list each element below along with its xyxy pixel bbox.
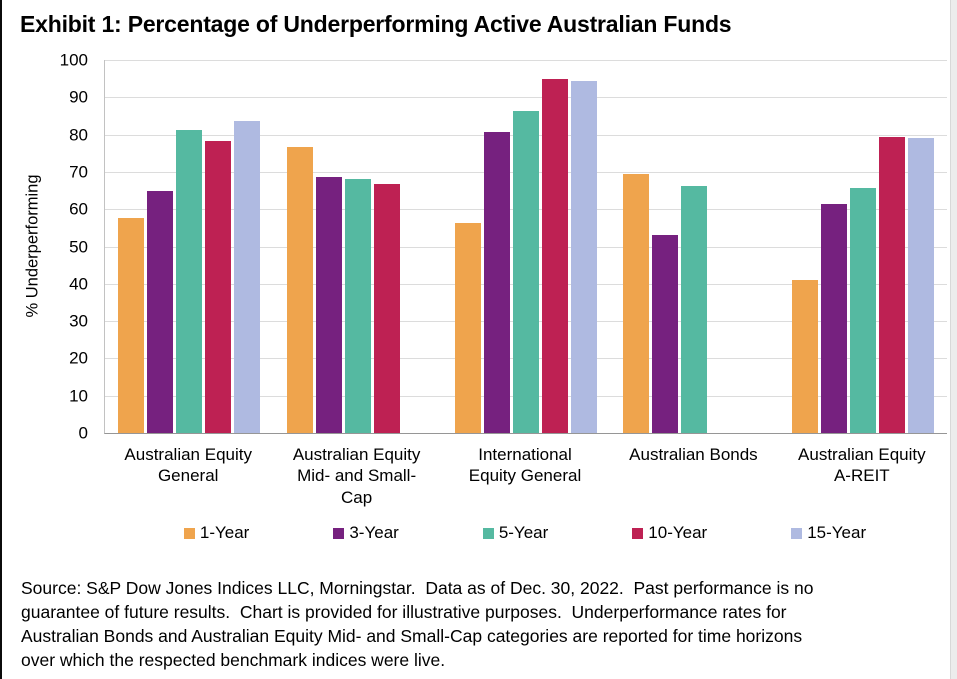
bar-5-year-category-1 (176, 130, 203, 433)
bar-1-year-category-2 (286, 147, 313, 433)
bar-slot (484, 60, 511, 433)
legend-item-10-year: 10-Year (632, 523, 707, 543)
bar-slot (652, 60, 679, 433)
bar-group-3 (442, 60, 610, 433)
gridline-100 (105, 60, 947, 61)
bar-group-4 (610, 60, 778, 433)
bar-3-year-category-5 (820, 203, 847, 433)
bar-15-year-category-1 (234, 121, 261, 433)
legend: 1-Year 3-Year 5-Year 10-Year 15-Year (104, 523, 946, 543)
bar-slot (878, 60, 905, 433)
bar-slot (710, 60, 736, 433)
bar-10-year-category-1 (205, 141, 232, 433)
bar-slot (147, 60, 174, 433)
legend-label: 3-Year (349, 523, 399, 542)
plot-area (104, 60, 947, 434)
y-axis-ticks: 0 10 20 30 40 50 60 70 80 90 100 (2, 52, 96, 442)
y-tick-label-70: 70 (69, 162, 88, 182)
y-tick-label-0: 0 (78, 423, 88, 443)
bar-slot (623, 60, 650, 433)
page-right-edge (950, 0, 957, 679)
y-tick-label-10: 10 (69, 386, 88, 406)
bar-slot (849, 60, 876, 433)
legend-label: 5-Year (498, 523, 549, 542)
bar-slot (739, 60, 765, 433)
bar-group-5 (779, 60, 947, 433)
category-label-3: International Equity General (468, 445, 582, 486)
legend-label: 15-Year (807, 523, 867, 542)
bar-slot (118, 60, 145, 433)
bar-group-1 (105, 60, 273, 433)
bar-5-year-category-2 (344, 178, 371, 433)
category-label-1: Australian Equity General (124, 445, 252, 486)
bar-slot (176, 60, 203, 433)
footer-line: over which the respected benchmark indic… (21, 649, 446, 670)
category-label-5: Australian Equity A-REIT (798, 445, 926, 486)
y-tick-label-20: 20 (69, 348, 88, 368)
bar-15-year-category-3 (571, 80, 598, 433)
gridline-90 (105, 97, 947, 99)
bar-slot (286, 60, 313, 433)
chart-title: Exhibit 1: Percentage of Underperforming… (20, 11, 732, 37)
footer-line: guarantee of future results. Chart is pr… (21, 601, 787, 622)
legend-item-5-year: 5-Year (482, 523, 549, 543)
y-tick-label-40: 40 (69, 274, 88, 294)
bar-slot (542, 60, 569, 433)
bar-slot (205, 60, 232, 433)
legend-label: 1-Year (199, 523, 250, 542)
legend-swatch-icon (791, 527, 803, 539)
bar-slot (513, 60, 540, 433)
footer-line: Source: S&P Dow Jones Indices LLC, Morni… (21, 578, 814, 598)
legend-swatch-icon (183, 527, 195, 539)
legend-swatch-icon (482, 527, 494, 539)
legend-item-3-year: 3-Year (333, 523, 399, 543)
bar-slot (403, 60, 429, 433)
bar-1-year-category-5 (791, 279, 818, 433)
category-label-4: Australian Bonds (629, 445, 758, 464)
category-label-2: Australian Equity Mid- and Small-Cap (292, 445, 421, 507)
bar-1-year-category-4 (623, 174, 650, 433)
bar-slot (234, 60, 261, 433)
bars-layer (105, 60, 947, 433)
bar-3-year-category-4 (652, 234, 679, 433)
y-tick-label-60: 60 (69, 199, 88, 219)
bar-slot (373, 60, 400, 433)
bar-slot (315, 60, 342, 433)
bar-3-year-category-3 (484, 131, 511, 433)
legend-item-1-year: 1-Year (183, 523, 250, 543)
bar-1-year-category-1 (118, 218, 145, 433)
bar-slot (907, 60, 934, 433)
y-tick-label-80: 80 (69, 125, 88, 145)
y-tick-label-100: 100 (59, 50, 88, 70)
footer-line: Australian Bonds and Australian Equity M… (21, 625, 803, 646)
bar-10-year-category-3 (542, 78, 569, 433)
bar-5-year-category-4 (681, 186, 708, 433)
bar-slot (344, 60, 371, 433)
bar-group-2 (273, 60, 441, 433)
legend-label: 10-Year (648, 523, 708, 542)
bar-slot (455, 60, 482, 433)
bar-1-year-category-3 (455, 222, 482, 433)
bar-slot (820, 60, 847, 433)
footer-note: Source: S&P Dow Jones Indices LLC, Morni… (21, 577, 946, 673)
bar-10-year-category-5 (878, 136, 905, 433)
x-axis-labels: Australian Equity General Australian Equi… (104, 444, 946, 508)
bar-3-year-category-2 (315, 177, 342, 433)
bar-5-year-category-5 (849, 188, 876, 433)
bar-3-year-category-1 (147, 190, 174, 433)
legend-item-15-year: 15-Year (791, 523, 866, 543)
bar-15-year-category-5 (907, 137, 934, 433)
y-tick-label-90: 90 (69, 87, 88, 107)
bar-slot (791, 60, 818, 433)
y-tick-label-50: 50 (69, 237, 88, 256)
bar-5-year-category-3 (513, 111, 540, 433)
y-tick-label-30: 30 (69, 311, 88, 331)
bar-slot (681, 60, 708, 433)
legend-swatch-icon (333, 527, 345, 539)
bar-slot (571, 60, 598, 433)
bar-10-year-category-2 (373, 184, 400, 433)
legend-swatch-icon (632, 527, 644, 539)
